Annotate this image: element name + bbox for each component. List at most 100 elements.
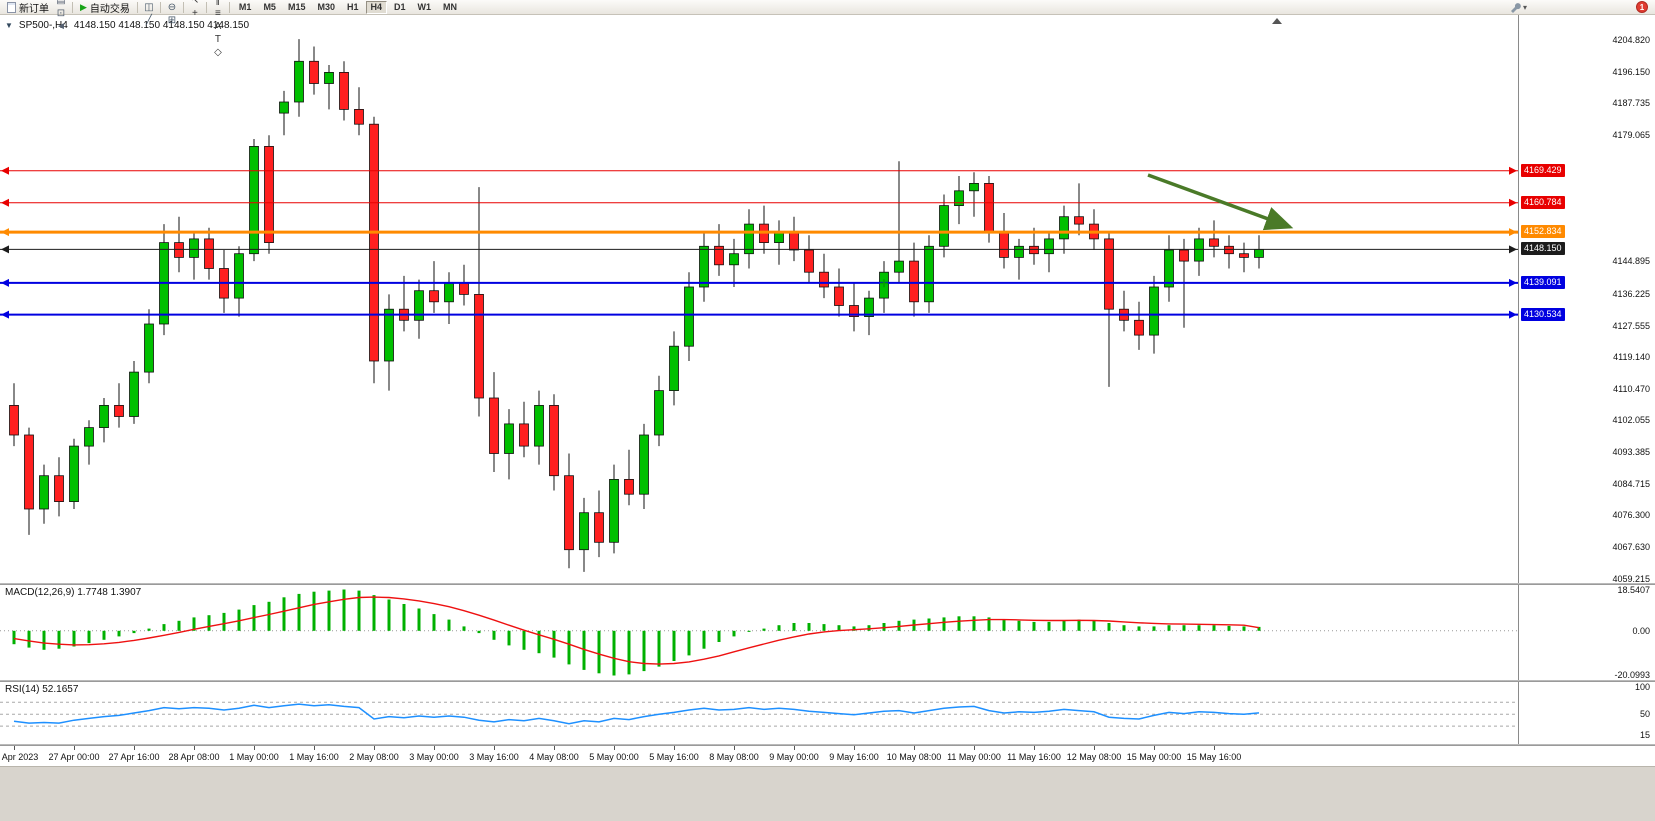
hline-left-arrow bbox=[1, 278, 9, 287]
panel-separator[interactable] bbox=[0, 680, 1655, 682]
time-axis-label: 26 Apr 2023 bbox=[0, 752, 39, 762]
indicators-icon[interactable]: ⊞ bbox=[167, 14, 177, 26]
label-icon[interactable]: T bbox=[214, 34, 221, 45]
cursor-icon[interactable]: ↖ bbox=[190, 0, 200, 6]
rsi-scale-label: 15 bbox=[1639, 730, 1650, 741]
timeframe-h4-button[interactable]: H4 bbox=[365, 0, 388, 14]
candle-body bbox=[429, 290, 439, 303]
candle-body bbox=[954, 190, 964, 207]
crosshair-icon[interactable]: + bbox=[192, 8, 198, 19]
candle-body bbox=[99, 404, 109, 428]
price-tick-label: 4110.470 bbox=[1613, 383, 1650, 394]
candle-body bbox=[264, 145, 274, 243]
candle-body bbox=[519, 423, 529, 447]
price-tick-label: 4119.140 bbox=[1613, 351, 1650, 362]
fibonacci-icon[interactable]: ≡ bbox=[215, 8, 221, 19]
rsi-scale[interactable]: 100 50 15 bbox=[1518, 682, 1655, 744]
candle-body bbox=[294, 60, 304, 103]
timeframe-d1-button[interactable]: D1 bbox=[394, 1, 406, 12]
candle-body bbox=[1239, 253, 1249, 258]
new-order-button[interactable]: 新订单 bbox=[3, 0, 53, 15]
shapes-icon[interactable]: ◇ bbox=[214, 47, 222, 58]
candlestick-chart-icon[interactable]: ◫ bbox=[144, 1, 154, 13]
time-axis-tick bbox=[614, 746, 615, 750]
rsi-header: RSI(14) 52.1657 bbox=[5, 684, 79, 695]
hline-left-arrow bbox=[1, 228, 9, 237]
rsi-plot[interactable] bbox=[0, 682, 1518, 744]
print-icon[interactable]: ▤ bbox=[56, 0, 66, 6]
print-preview-icon[interactable]: ⊡ bbox=[56, 8, 66, 19]
sound-icon[interactable]: ◄ bbox=[56, 21, 66, 32]
time-axis-label: 8 May 08:00 bbox=[709, 752, 759, 762]
price-chart-plot[interactable] bbox=[0, 15, 1518, 583]
text-icon[interactable]: A bbox=[214, 21, 222, 32]
macd-plot[interactable] bbox=[0, 585, 1518, 680]
candle-body bbox=[54, 475, 64, 503]
timeframe-m1-button[interactable]: M1 bbox=[238, 1, 252, 12]
panel-separator[interactable] bbox=[0, 583, 1655, 585]
candle-body bbox=[1074, 216, 1084, 225]
candle-body bbox=[189, 238, 199, 258]
toolbar: 新订单 ◆▤⊡◄ ▶ 自动交易 ║◫╱ ⊕⊖⊞ ↖+ │─╱∥≡AT◇ M1M5… bbox=[0, 0, 1655, 58]
hline-left-arrow bbox=[1, 198, 9, 207]
time-axis-tick bbox=[1214, 746, 1215, 750]
time-axis[interactable]: 26 Apr 2023 27 Apr 00:00 27 Apr 16:00 28 Ap… bbox=[0, 746, 1655, 766]
wrench-icon bbox=[1511, 2, 1521, 13]
candle-body bbox=[174, 242, 184, 258]
channel-icon[interactable]: ∥ bbox=[215, 0, 221, 6]
macd-scale[interactable]: 18.5407 0.00 -20.0993 bbox=[1518, 585, 1655, 680]
candle-body bbox=[534, 404, 544, 447]
chart-settings-button[interactable]: ▾ bbox=[1508, 0, 1527, 15]
timeframe-h1-button[interactable]: H1 bbox=[346, 1, 359, 12]
toolbar-separator bbox=[182, 1, 184, 13]
candle-body bbox=[384, 308, 394, 362]
time-axis-label: 9 May 16:00 bbox=[829, 752, 879, 762]
price-scale[interactable]: 4204.820 4196.150 4187.735 4179.065 4144.895… bbox=[1518, 15, 1655, 584]
panel-separator[interactable] bbox=[0, 744, 1655, 746]
time-axis-label: 5 May 00:00 bbox=[589, 752, 639, 762]
time-axis-label: 27 Apr 00:00 bbox=[48, 752, 100, 762]
timeframe-m15-button[interactable]: M15 bbox=[287, 1, 306, 12]
hline-right-arrow bbox=[1509, 278, 1517, 287]
time-axis-tick bbox=[794, 746, 795, 750]
time-axis-tick bbox=[854, 746, 855, 750]
timeframe-w1-button[interactable]: W1 bbox=[417, 1, 432, 12]
time-axis-label: 28 Apr 08:00 bbox=[168, 752, 220, 762]
price-tick-label: 4179.065 bbox=[1612, 130, 1650, 141]
hline-left-arrow bbox=[1, 166, 9, 175]
candle-body bbox=[354, 109, 364, 125]
candle-body bbox=[744, 223, 754, 255]
candle-body bbox=[684, 286, 694, 347]
candle-body bbox=[639, 434, 649, 495]
trend-arrow-annotation[interactable] bbox=[1147, 173, 1294, 231]
hline-left-arrow bbox=[1, 310, 9, 319]
autotrade-button[interactable]: ▶ 自动交易 bbox=[76, 0, 134, 15]
toolbar-separator bbox=[159, 1, 161, 13]
candle-body bbox=[234, 253, 244, 299]
time-axis-tick bbox=[134, 746, 135, 750]
time-axis-label: 12 May 08:00 bbox=[1066, 752, 1122, 762]
chart-title: ▼ SP500-,H4 4148.150 4148.150 4148.150 4… bbox=[5, 20, 249, 31]
timeframe-m5-button[interactable]: M5 bbox=[263, 1, 276, 12]
candle-body bbox=[564, 475, 574, 551]
candle-body bbox=[414, 290, 424, 321]
candle-body bbox=[144, 323, 154, 373]
macd-scale-label: 18.5407 bbox=[1617, 585, 1650, 595]
chart-shift-marker[interactable] bbox=[1272, 18, 1282, 24]
rsi-scale-label: 50 bbox=[1639, 709, 1650, 720]
macd-scale-label: 0.00 bbox=[1632, 625, 1650, 636]
timeframe-mn-button[interactable]: MN bbox=[443, 1, 458, 12]
candle-body bbox=[984, 182, 994, 232]
one-click-trading-toggle[interactable]: ▼ bbox=[5, 21, 13, 30]
autotrade-label: 自动交易 bbox=[89, 3, 130, 15]
price-tag: 4169.429 bbox=[1521, 163, 1565, 177]
time-axis-tick bbox=[494, 746, 495, 750]
line-chart-icon[interactable]: ╱ bbox=[145, 14, 152, 26]
candle-body bbox=[9, 404, 19, 436]
zoom-out-icon[interactable]: ⊖ bbox=[167, 1, 177, 13]
notification-badge[interactable]: 1 bbox=[1636, 1, 1648, 13]
candle-body bbox=[699, 245, 709, 288]
macd-header: MACD(12,26,9) 1.7748 1.3907 bbox=[5, 587, 142, 598]
time-axis-tick bbox=[674, 746, 675, 750]
timeframe-m30-button[interactable]: M30 bbox=[317, 1, 335, 12]
